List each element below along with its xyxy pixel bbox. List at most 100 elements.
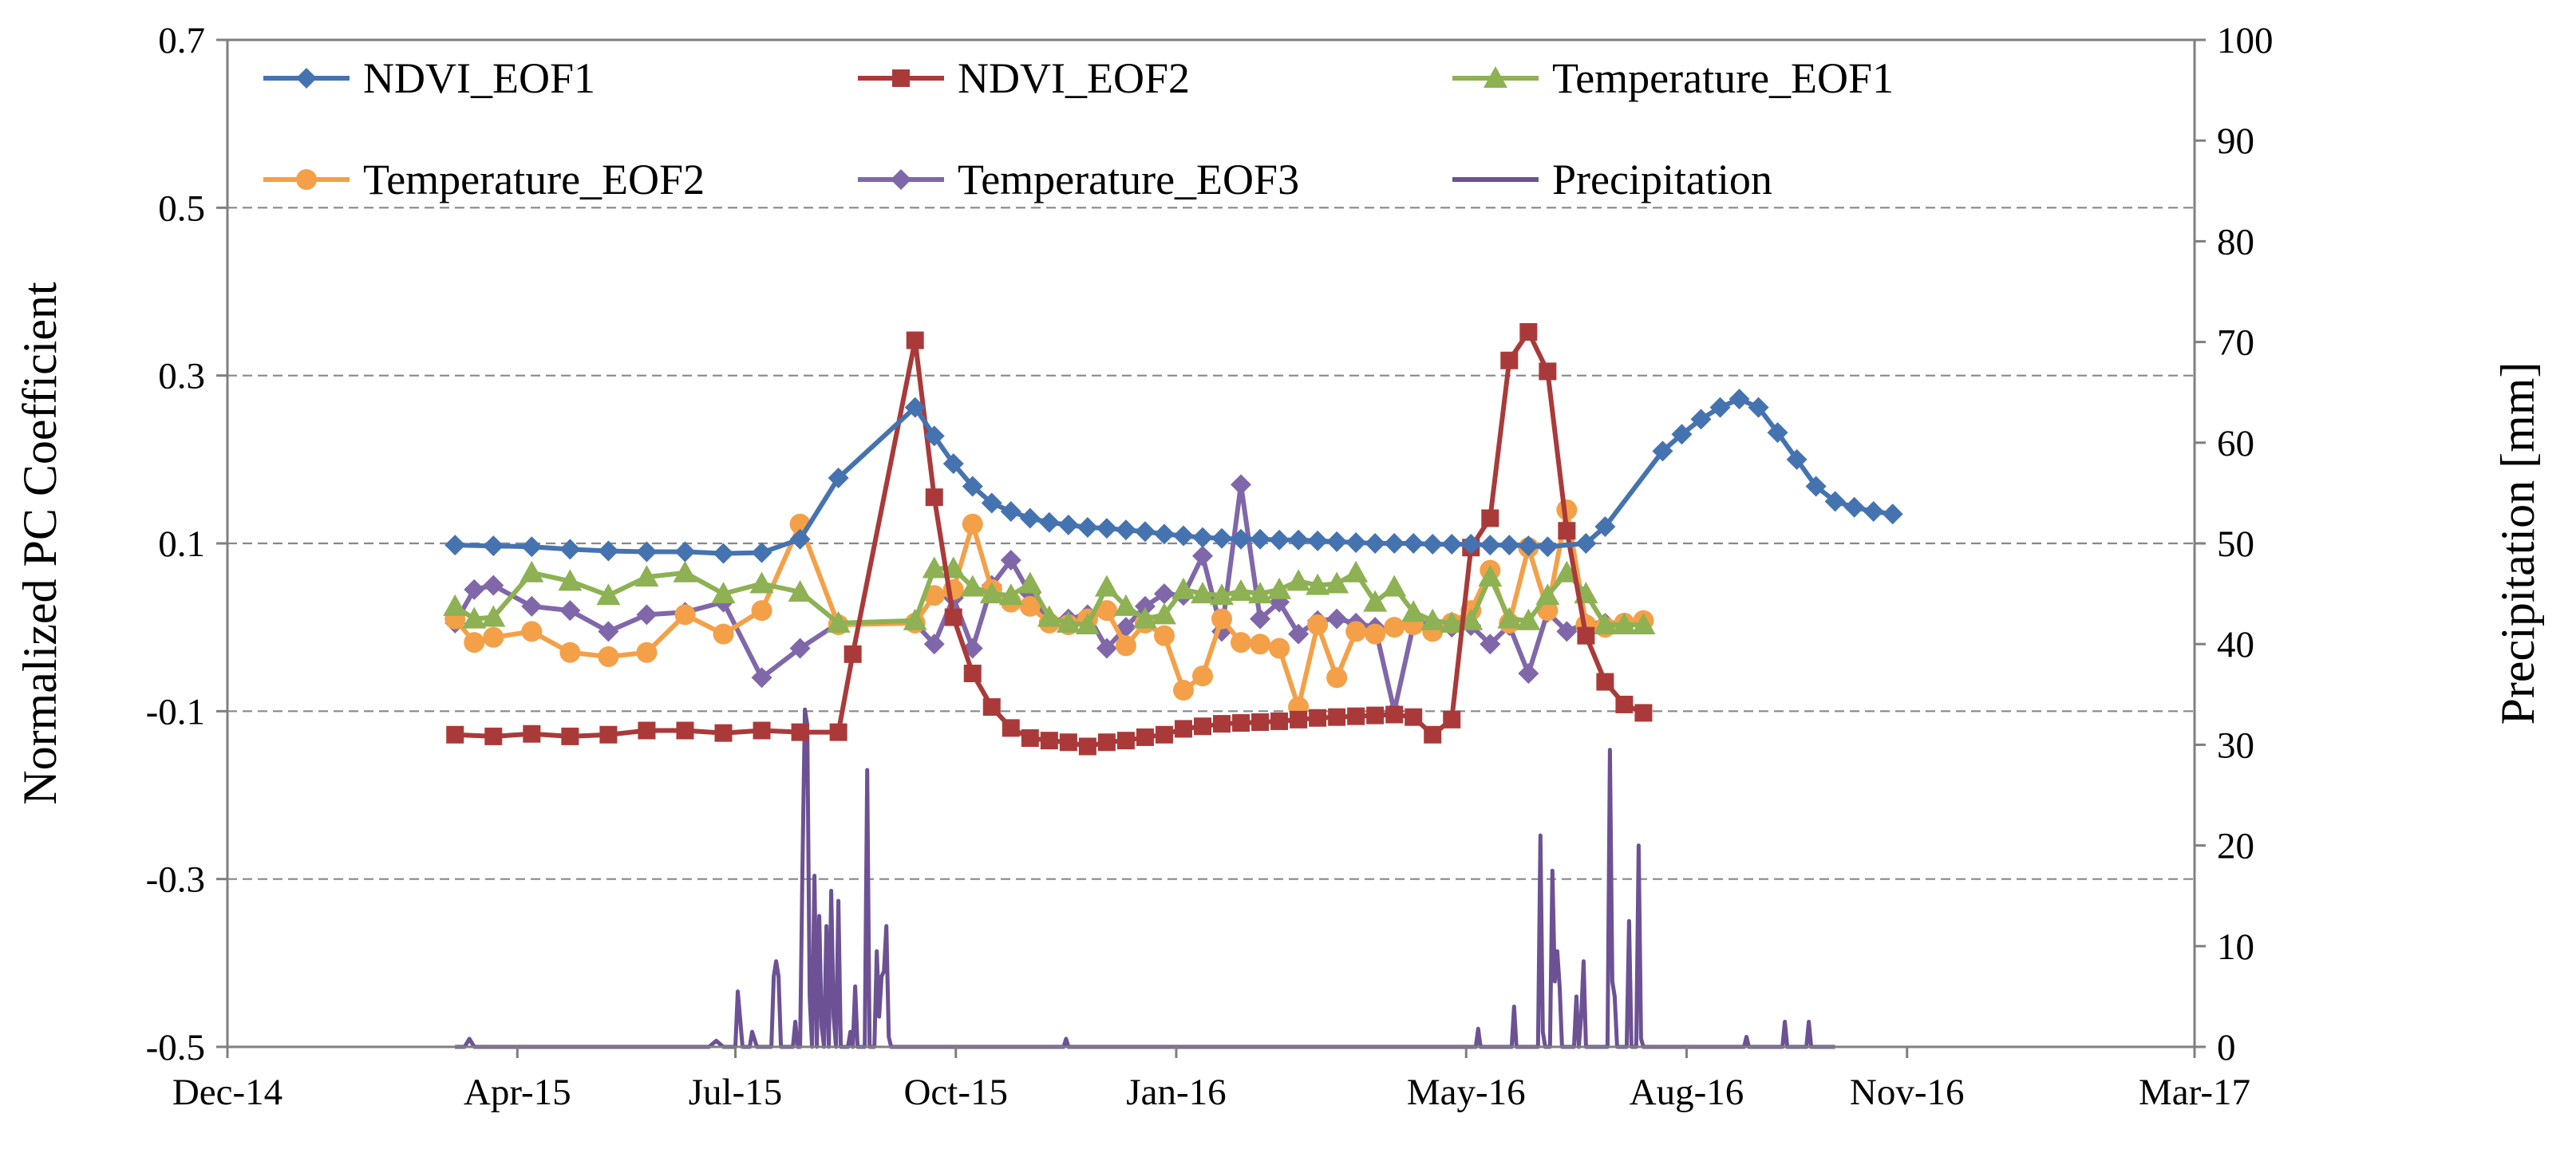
data-point-ndvi-eof1 [1269, 529, 1290, 551]
data-point-ndvi-eof1 [1882, 503, 1903, 525]
data-point-ndvi-eof1 [1403, 533, 1424, 554]
legend-entry-ndvi-eof1: NDVI_EOF1 [263, 54, 595, 102]
data-point-temperature-eof2 [1307, 614, 1329, 636]
data-point-ndvi-eof1 [1307, 530, 1329, 551]
data-point-temperature-eof1 [1535, 583, 1560, 606]
data-point-ndvi-eof2 [599, 725, 618, 744]
data-point-ndvi-eof1 [789, 528, 811, 550]
data-point-ndvi-eof2 [1366, 706, 1385, 725]
bottom-tick-label: Nov-16 [1850, 1072, 1965, 1113]
data-point-ndvi-eof2 [1443, 710, 1461, 728]
legend-label: NDVI_EOF2 [958, 54, 1190, 102]
data-point-ndvi-eof2 [484, 727, 503, 745]
data-point-temperature-eof1 [1152, 602, 1176, 625]
data-point-ndvi-eof2 [1577, 626, 1595, 645]
data-point-temperature-eof3 [1480, 634, 1501, 655]
data-point-ndvi-eof1 [751, 542, 772, 563]
data-point-temperature-eof1 [1210, 583, 1235, 606]
right-tick-label: 50 [2217, 523, 2254, 565]
data-point-ndvi-eof1 [923, 425, 945, 447]
data-point-ndvi-eof1 [521, 536, 543, 558]
data-point-ndvi-eof1 [1365, 533, 1386, 554]
legend-label: Temperature_EOF3 [958, 156, 1299, 203]
data-point-temperature-eof1 [1017, 571, 1042, 594]
right-tick-label: 10 [2217, 926, 2254, 968]
data-point-temperature-eof3 [483, 574, 504, 596]
data-point-ndvi-eof2 [982, 698, 1001, 717]
data-point-temperature-eof1 [1555, 560, 1579, 582]
data-point-ndvi-eof2 [906, 331, 924, 349]
data-point-temperature-eof1 [596, 583, 621, 606]
data-point-ndvi-eof1 [1250, 528, 1271, 550]
left-axis-title: Normalized PC Coefficient [14, 282, 66, 805]
legend-entry-temperature-eof2: Temperature_EOF2 [263, 156, 705, 203]
data-point-ndvi-eof1 [1460, 534, 1482, 555]
data-point-temperature-eof2 [521, 621, 543, 642]
data-point-ndvi-eof2 [1251, 713, 1270, 732]
data-point-temperature-eof1 [1056, 610, 1081, 633]
bottom-tick-label: Jan-16 [1126, 1072, 1226, 1113]
data-point-ndvi-eof2 [1270, 712, 1289, 730]
data-point-ndvi-eof1 [483, 535, 504, 557]
data-point-temperature-eof3 [636, 604, 658, 626]
data-point-temperature-eof1 [1497, 606, 1522, 629]
data-point-temperature-eof1 [711, 582, 736, 604]
right-axis-ticks: 0 10 20 30 40 50 60 70 80 90 100 [2195, 20, 2274, 1068]
data-point-temperature-eof3 [789, 638, 811, 659]
data-point-temperature-eof3 [464, 578, 485, 600]
data-point-temperature-eof1 [481, 605, 506, 627]
data-point-temperature-eof1 [1190, 582, 1215, 604]
legend-entry-ndvi-eof2: NDVI_EOF2 [858, 54, 1190, 102]
left-tick-label: 0.1 [158, 523, 205, 565]
data-point-ndvi-eof1 [1729, 389, 1750, 410]
data-point-temperature-eof2 [713, 623, 734, 645]
data-point-temperature-eof1 [1325, 571, 1349, 594]
legend-entry-temperature-eof3: Temperature_EOF3 [858, 156, 1299, 203]
data-point-ndvi-eof1 [598, 540, 619, 562]
data-point-ndvi-eof2 [963, 665, 982, 683]
data-point-temperature-eof3 [1556, 621, 1578, 642]
legend-swatch-marker [296, 68, 317, 89]
data-point-ndvi-eof1 [1518, 535, 1539, 557]
bottom-tick-label: May-16 [1407, 1072, 1526, 1113]
data-point-temperature-eof1 [979, 582, 1004, 604]
data-point-temperature-eof3 [1288, 623, 1310, 645]
data-point-ndvi-eof2 [791, 723, 809, 741]
data-point-temperature-eof1 [462, 606, 487, 629]
data-point-ndvi-eof1 [962, 476, 983, 497]
data-point-temperature-eof2 [1269, 638, 1290, 659]
data-point-temperature-eof1 [1459, 608, 1484, 630]
data-point-temperature-eof1 [1382, 574, 1407, 597]
data-point-temperature-eof1 [788, 579, 812, 602]
data-point-temperature-eof1 [1094, 574, 1119, 597]
data-point-ndvi-eof2 [1481, 509, 1499, 527]
data-point-temperature-eof1 [1229, 578, 1254, 601]
data-point-ndvi-eof1 [1786, 448, 1808, 470]
data-point-temperature-eof3 [1134, 595, 1156, 617]
data-point-temperature-eof2 [559, 642, 581, 663]
data-point-ndvi-eof2 [753, 721, 771, 740]
data-point-temperature-eof2 [1153, 625, 1175, 646]
data-point-ndvi-eof2 [1232, 714, 1250, 732]
data-point-temperature-eof3 [1518, 663, 1539, 685]
right-tick-label: 30 [2217, 725, 2254, 766]
data-point-ndvi-eof2 [1328, 708, 1346, 726]
data-point-ndvi-eof2 [1615, 695, 1634, 713]
left-axis-ticks: -0.5 -0.3 -0.1 0.1 0.3 0.5 0.7 [146, 20, 227, 1068]
data-point-temperature-eof1 [1306, 573, 1330, 595]
data-point-temperature-eof2 [483, 626, 504, 648]
left-tick-label: -0.5 [146, 1027, 205, 1068]
data-point-temperature-eof2 [751, 600, 772, 622]
data-point-temperature-eof1 [1516, 608, 1541, 630]
data-point-ndvi-eof1 [1288, 529, 1310, 551]
data-point-ndvi-eof1 [1767, 422, 1788, 444]
data-point-ndvi-eof2 [844, 645, 862, 663]
data-point-ndvi-eof1 [1326, 531, 1348, 552]
data-point-ndvi-eof1 [1153, 523, 1175, 545]
data-point-ndvi-eof2 [1539, 362, 1557, 381]
series-ndvi-eof2 [446, 322, 1653, 756]
data-point-temperature-eof1 [998, 583, 1023, 606]
data-point-ndvi-eof2 [1385, 705, 1404, 724]
data-point-temperature-eof2 [1115, 635, 1136, 657]
